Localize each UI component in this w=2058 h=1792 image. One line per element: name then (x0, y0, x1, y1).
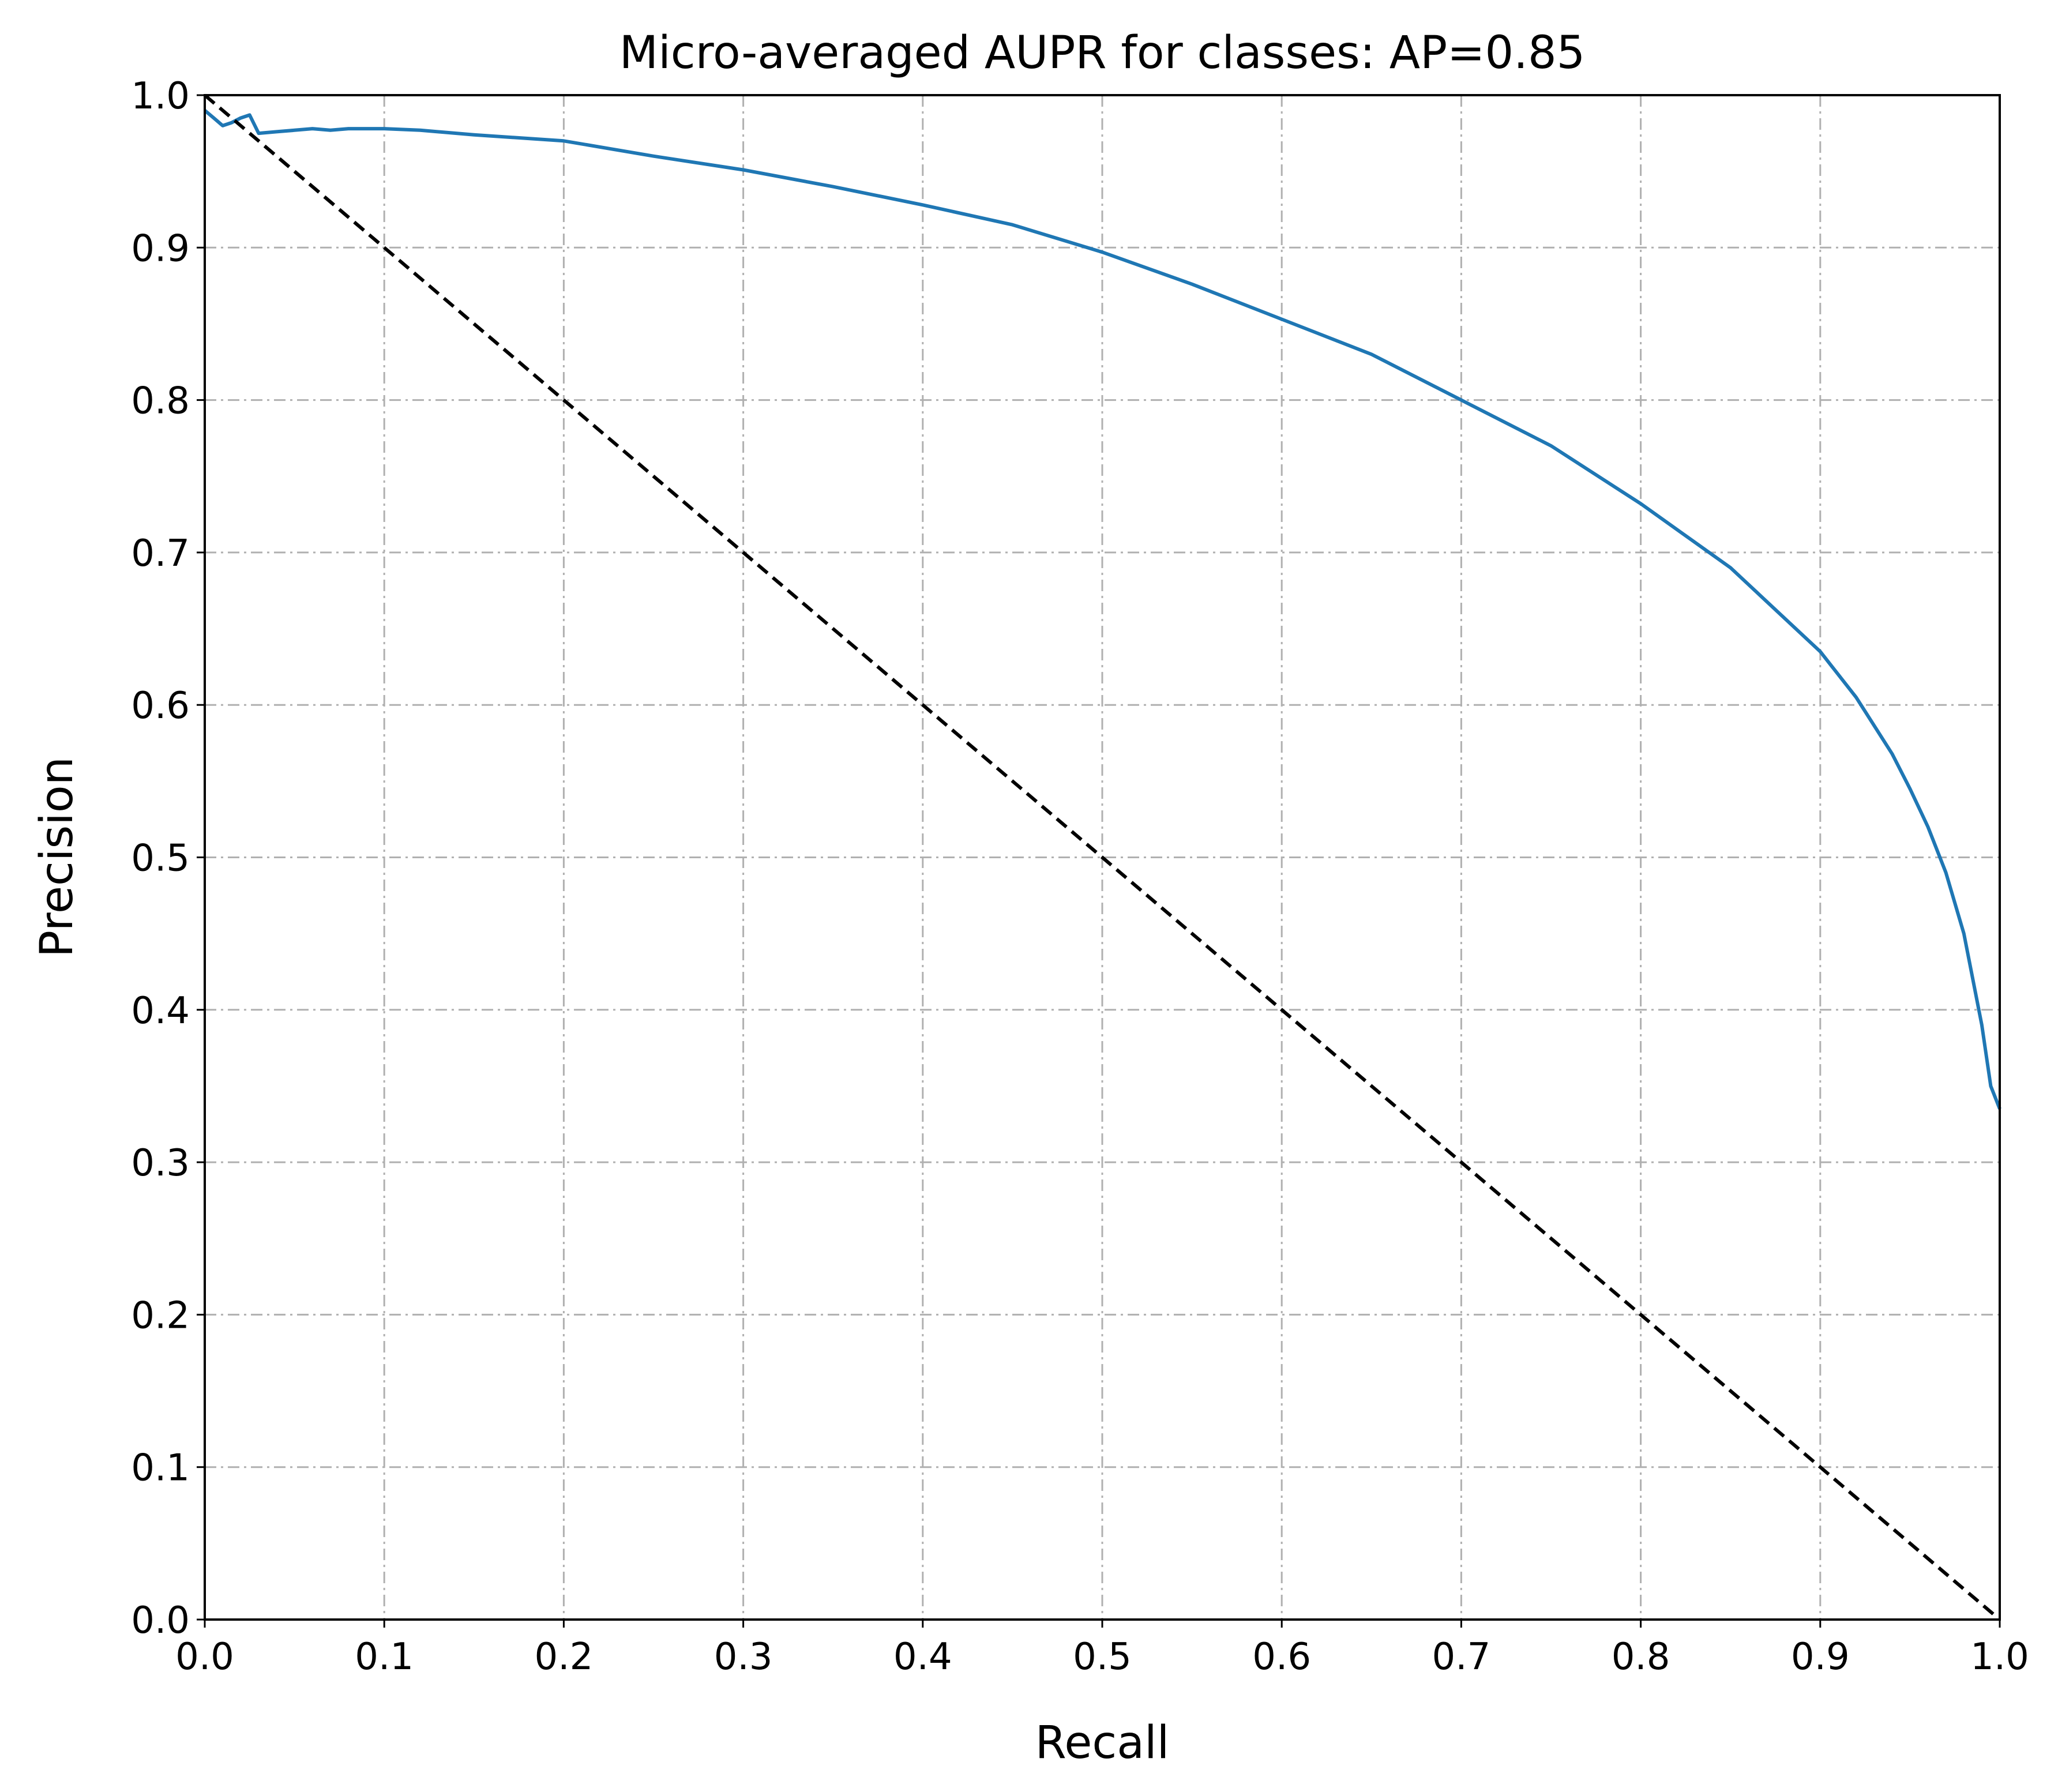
x-tick-label: 0.9 (1791, 1636, 1850, 1678)
random-baseline-line (204, 93, 2001, 1621)
x-tick-label: 0.2 (535, 1636, 594, 1678)
y-tick-label: 0.5 (131, 837, 190, 880)
y-tick-label: 0.3 (131, 1142, 190, 1185)
y-axis-label: Precision (31, 757, 83, 957)
axis-ticks: 0.0 0.1 0.2 0.3 0.4 0.5 0.6 0.7 0.8 0.9 1.0 0.0 0.1 0… (131, 75, 2029, 1678)
x-tick-label: 0.1 (355, 1636, 414, 1678)
y-tick-label: 0.9 (131, 227, 190, 270)
y-tick-label: 0.8 (131, 380, 190, 423)
pr-curve-line (204, 109, 2001, 1110)
x-tick-label: 0.4 (893, 1636, 952, 1678)
x-tick-label: 0.7 (1432, 1636, 1491, 1678)
x-tick-label: 0.0 (175, 1636, 234, 1678)
x-tick-label: 0.5 (1073, 1636, 1132, 1678)
x-axis-label: Recall (1035, 1717, 1170, 1769)
y-tick-label: 0.2 (131, 1294, 190, 1337)
y-tick-label: 0.0 (131, 1599, 190, 1642)
y-tick-label: 0.4 (131, 990, 190, 1032)
x-tick-label: 1.0 (1970, 1636, 2029, 1678)
x-tick-label: 0.3 (714, 1636, 773, 1678)
chart-title: Micro-averaged AUPR for classes: AP=0.85 (619, 27, 1585, 79)
x-tick-label: 0.6 (1252, 1636, 1311, 1678)
plot-area (204, 93, 2001, 1621)
y-tick-label: 1.0 (131, 75, 190, 118)
x-tick-label: 0.8 (1612, 1636, 1670, 1678)
y-tick-label: 0.6 (131, 685, 190, 727)
y-tick-label: 0.7 (131, 532, 190, 575)
y-tick-label: 0.1 (131, 1447, 190, 1490)
